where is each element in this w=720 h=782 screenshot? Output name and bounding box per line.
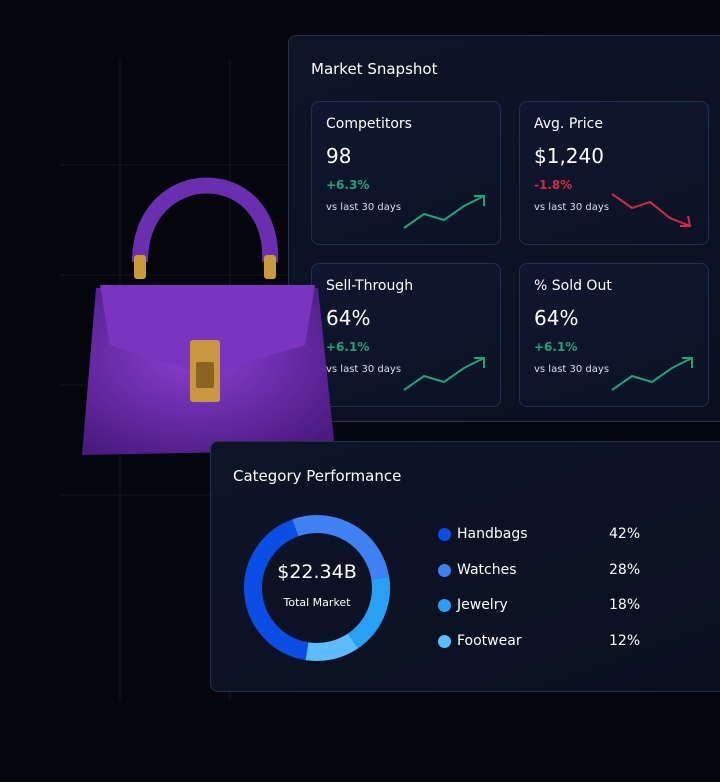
metric-card: Sell-Through 64% +6.1% vs last 30 days — [311, 263, 501, 407]
legend-value: 12% — [609, 632, 641, 649]
trend-line — [403, 357, 485, 391]
sparkline — [611, 193, 692, 227]
card-value: 64% — [534, 306, 579, 330]
card-value: $1,240 — [534, 144, 604, 168]
card-change: +6.3% — [326, 178, 370, 192]
legend-name: Footwear — [457, 632, 522, 649]
trend-line — [403, 195, 485, 229]
panel-title: Market Snapshot — [311, 60, 438, 78]
card-title: Avg. Price — [534, 116, 603, 132]
metric-card: % Sold Out 64% +6.1% vs last 30 days — [519, 263, 709, 407]
panel-title: Category Performance — [233, 467, 402, 485]
donut-segment — [244, 519, 309, 661]
legend-value: 28% — [609, 561, 641, 578]
legend-value: 18% — [609, 597, 641, 613]
sparkline — [611, 357, 693, 391]
trend-line — [611, 357, 693, 391]
donut-segment — [347, 576, 390, 649]
card-title: Competitors — [326, 116, 412, 132]
trend-arrow — [680, 215, 692, 227]
donut-total-label: Total Market — [283, 596, 352, 609]
card-title: Sell-Through — [326, 278, 414, 294]
legend-swatch — [438, 563, 451, 577]
card-change: -1.8% — [534, 178, 573, 192]
trend-arrow — [682, 357, 693, 368]
card-change: +6.1% — [534, 340, 578, 354]
card-note: vs last 30 days — [534, 202, 610, 213]
donut-segment — [292, 515, 390, 580]
card-note: vs last 30 days — [534, 364, 610, 375]
legend-name: Handbags — [457, 526, 528, 542]
card-value: 98 — [326, 144, 352, 168]
trend-arrow — [474, 357, 485, 368]
donut-total: $22.34B — [277, 561, 357, 583]
legend-swatch — [438, 528, 451, 541]
legend-value: 42% — [609, 526, 641, 542]
sparkline — [403, 357, 485, 391]
legend-name: Watches — [457, 561, 517, 578]
card-title: % Sold Out — [534, 278, 612, 294]
metric-card: Competitors 98 +6.3% vs last 30 days — [311, 101, 501, 245]
trend-arrow — [474, 195, 485, 206]
donut-segment — [305, 633, 359, 661]
sparkline — [403, 195, 485, 229]
card-note: vs last 30 days — [326, 202, 402, 213]
trend-line — [611, 193, 691, 227]
legend-swatch — [438, 599, 451, 612]
legend-swatch — [438, 634, 451, 648]
card-change: +6.1% — [326, 340, 370, 354]
card-value: 64% — [326, 306, 371, 330]
metric-card: Avg. Price $1,240 -1.8% vs last 30 days — [519, 101, 709, 245]
legend-name: Jewelry — [457, 597, 508, 613]
card-note: vs last 30 days — [326, 364, 402, 375]
